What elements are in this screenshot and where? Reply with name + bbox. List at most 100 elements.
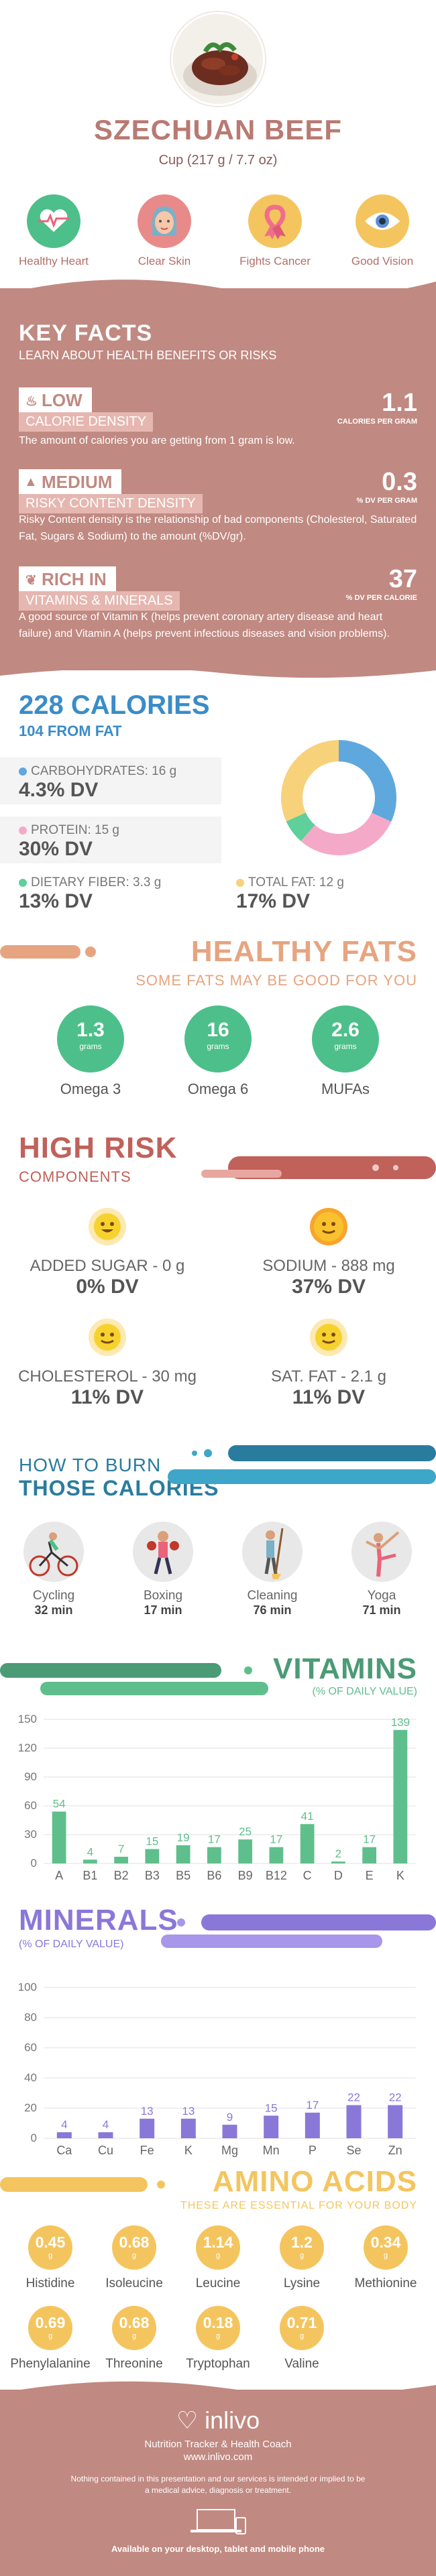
amino-label: Threonine	[105, 2357, 163, 2371]
burn-time: 76 min	[253, 1603, 292, 1617]
bar-se	[346, 2105, 362, 2138]
amino-label: Phenylalanine	[10, 2357, 91, 2371]
data-label: 41	[301, 1810, 314, 1823]
data-label: 4	[87, 1845, 93, 1858]
face-icon	[138, 194, 191, 248]
minerals-subtitle: (% OF DAILY VALUE)	[19, 1939, 124, 1950]
risk-name: SAT. FAT - 2.1 g	[270, 1367, 387, 1386]
vitamins-title: VITAMINS	[273, 1652, 417, 1685]
macro-name: CARBOHYDRATES: 16 g	[31, 764, 177, 778]
bar-mg	[222, 2124, 237, 2138]
amino-lysine: 1.2 g Lysine	[262, 2225, 342, 2291]
amino-methionine: 0.34 g Methionine	[345, 2225, 426, 2291]
boxing-icon	[133, 1522, 193, 1582]
amino-threonine: 0.68 g Threonine	[94, 2306, 174, 2372]
amino-badge: 0.18 g	[196, 2306, 240, 2350]
data-label: 4	[61, 2118, 67, 2131]
risk-name: CHOLESTEROL - 30 mg	[18, 1367, 197, 1386]
risk-name: SODIUM - 888 mg	[262, 1257, 395, 1275]
bar-b5	[176, 1845, 190, 1863]
amino-badge: 0.69 g	[28, 2306, 72, 2350]
macro-donut-chart	[281, 740, 396, 855]
macro-name: DIETARY FIBER: 3.3 g	[31, 875, 162, 890]
x-tick-label: Zn	[388, 2144, 402, 2157]
devices-icon	[190, 2509, 246, 2534]
fact-vitamins-minerals: ❦ RICH IN VITAMINS & MINERALS	[19, 566, 180, 611]
decor-bar	[0, 945, 96, 959]
healthy-fats-title: HEALTHY FATS	[190, 935, 417, 968]
x-tick-label: Ca	[56, 2144, 72, 2157]
footer-url[interactable]: www.inlivo.com	[183, 2451, 253, 2463]
amino-label: Lysine	[283, 2276, 321, 2290]
x-tick-label: B9	[238, 1869, 253, 1882]
fact-value-block: 1.1 CALORIES PER GRAM	[337, 389, 417, 426]
smiley-icon	[89, 1318, 126, 1356]
fact-description: Risky Content density is the relationshi…	[19, 514, 417, 542]
x-tick-label: B3	[145, 1869, 160, 1882]
data-label: 15	[146, 1835, 158, 1848]
risk-dv: 0% DV	[76, 1276, 139, 1298]
data-label: 13	[182, 2105, 195, 2118]
x-tick-label: B12	[266, 1869, 287, 1882]
data-label: 22	[347, 2091, 360, 2104]
burn-name: Boxing	[143, 1589, 183, 1603]
bar-cu	[98, 2132, 113, 2138]
risk-dv: 37% DV	[291, 1276, 366, 1298]
amino-badge: 0.68 g	[112, 2225, 156, 2270]
donut-segment-fat	[281, 740, 396, 855]
fat-label: MUFAs	[321, 1081, 370, 1097]
amino-badge: 0.45 g	[28, 2225, 72, 2270]
fat-mufas: 2.6 grams MUFAs	[292, 1005, 399, 1098]
burn-boxing: Boxing 17 min	[116, 1522, 210, 1617]
key-facts-title: KEY FACTS	[19, 320, 153, 346]
x-tick-label: K	[184, 2144, 193, 2157]
benefit-label: Fights Cancer	[239, 255, 311, 267]
macro-carbohydrates: CARBOHYDRATES: 16 g 4.3% DV	[19, 764, 176, 802]
bar-k	[393, 1729, 408, 1863]
risk-sodium: SODIUM - 888 mg 37% DV	[228, 1207, 429, 1298]
data-label: 54	[53, 1798, 66, 1811]
x-tick-label: Se	[346, 2144, 361, 2157]
amino-label: Valine	[284, 2357, 319, 2371]
fact-unit: % DV PER CALORIE	[345, 594, 417, 602]
x-tick-label: B2	[114, 1869, 129, 1882]
data-label: 25	[239, 1825, 252, 1838]
fat-badge: 1.3 grams	[57, 1005, 124, 1072]
amino-badge: 0.71 g	[280, 2306, 324, 2350]
legend-dot	[19, 878, 27, 887]
data-label: 22	[389, 2091, 402, 2104]
footer-available: Available on your desktop, tablet and mo…	[111, 2544, 325, 2554]
vitamins-bar-chart: 0 30 60 90 120 150 54 A 4 B1 7 B2 15 B3 19 B5 17 B6 25 B9 17…	[18, 1713, 416, 1882]
footer-brand[interactable]: ♡ inlivo	[176, 2406, 260, 2434]
y-tick-label: 120	[18, 1741, 37, 1754]
fat-omega-6: 16 grams Omega 6	[164, 1005, 272, 1098]
legend-dot	[19, 767, 27, 776]
x-tick-label: K	[396, 1869, 404, 1882]
healthy-fats-subtitle: SOME FATS MAY BE GOOD FOR YOU	[135, 972, 417, 989]
fat-omega-3: 1.3 grams Omega 3	[37, 1005, 144, 1098]
yoga-icon	[351, 1522, 412, 1582]
bar-b6	[207, 1847, 221, 1863]
bar-c	[300, 1824, 315, 1863]
key-facts-subtitle: LEARN ABOUT HEALTH BENEFITS OR RISKS	[19, 349, 277, 362]
bar-mn	[264, 2115, 279, 2138]
macro-bg	[0, 757, 221, 804]
data-label: 17	[270, 1833, 282, 1846]
legend-dot	[19, 826, 27, 835]
fact-label: VITAMINS & MINERALS	[19, 591, 180, 611]
minerals-title: MINERALS	[19, 1904, 178, 1937]
bar-k	[180, 2118, 196, 2138]
amino-isoleucine: 0.68 g Isoleucine	[94, 2225, 174, 2291]
data-label: 13	[141, 2105, 154, 2118]
footer-disclaimer: Nothing contained in this presentation a…	[70, 2474, 366, 2495]
y-tick-label: 40	[24, 2071, 37, 2084]
benefit-label: Good Vision	[351, 255, 414, 267]
fact-unit: CALORIES PER GRAM	[337, 418, 417, 426]
legend-dot	[236, 878, 244, 887]
fact-value: 0.3	[382, 468, 417, 496]
decor-bar	[201, 1156, 436, 1179]
risk-name: ADDED SUGAR - 0 g	[30, 1257, 185, 1275]
smiley-icon	[89, 1208, 126, 1245]
fat-badge: 2.6 grams	[312, 1005, 379, 1072]
